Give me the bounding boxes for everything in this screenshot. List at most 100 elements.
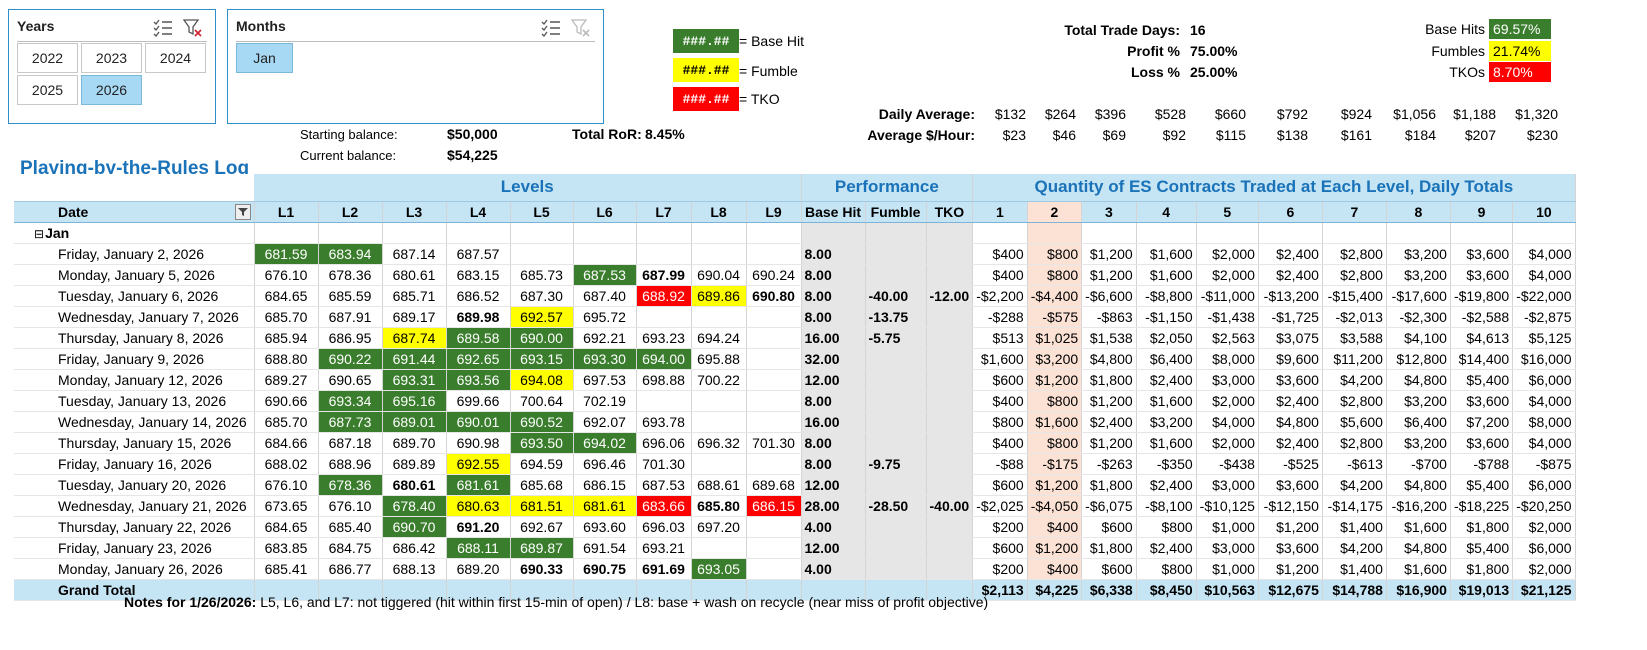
- fumble-cell[interactable]: -5.75: [865, 327, 927, 349]
- date-cell[interactable]: Friday, January 2, 2026: [14, 243, 255, 265]
- quantity-cell-8[interactable]: $12,800: [1386, 348, 1451, 370]
- quantity-cell-9[interactable]: -$2,588: [1450, 306, 1514, 328]
- tko-cell[interactable]: -40.00: [926, 495, 974, 517]
- quantity-cell-6[interactable]: -$12,150: [1258, 495, 1323, 517]
- quantity-cell-8[interactable]: $1,600: [1386, 516, 1451, 538]
- quantity-cell-5[interactable]: -$10,125: [1196, 495, 1259, 517]
- tko-cell[interactable]: [926, 369, 974, 391]
- date-cell[interactable]: Monday, January 26, 2026: [14, 558, 255, 580]
- level-cell-l8[interactable]: [691, 306, 747, 328]
- year-button-2025[interactable]: 2025: [17, 75, 78, 105]
- fumble-cell[interactable]: [865, 369, 927, 391]
- level-cell-l4[interactable]: 691.20: [446, 516, 511, 538]
- level-cell-l8[interactable]: 690.04: [691, 264, 747, 286]
- level-cell-l4[interactable]: 690.98: [446, 432, 511, 454]
- fumble-cell[interactable]: [865, 558, 927, 580]
- tko-cell[interactable]: [926, 453, 974, 475]
- quantity-cell-9[interactable]: $4,613: [1450, 327, 1514, 349]
- level-cell-l7[interactable]: 693.23: [636, 327, 692, 349]
- level-cell-l7[interactable]: 694.00: [636, 348, 692, 370]
- level-cell-l9[interactable]: [746, 537, 802, 559]
- quantity-cell-3[interactable]: $1,200: [1081, 390, 1137, 412]
- level-cell-l9[interactable]: 690.80: [746, 285, 802, 307]
- level-cell-l4[interactable]: 680.63: [446, 495, 511, 517]
- fumble-cell[interactable]: [865, 264, 927, 286]
- quantity-cell-7[interactable]: $5,600: [1322, 411, 1387, 433]
- quantity-cell-8[interactable]: -$17,600: [1386, 285, 1451, 307]
- quantity-cell-7[interactable]: $2,800: [1322, 264, 1387, 286]
- quantity-cell-6[interactable]: $2,400: [1258, 432, 1323, 454]
- quantity-cell-1[interactable]: $400: [972, 432, 1028, 454]
- quantity-cell-5[interactable]: $3,000: [1196, 537, 1259, 559]
- level-cell-l4[interactable]: 683.15: [446, 264, 511, 286]
- level-cell-l3[interactable]: 689.89: [382, 453, 447, 475]
- quantity-cell-6[interactable]: $3,600: [1258, 537, 1323, 559]
- quantity-cell-10[interactable]: $2,000: [1512, 516, 1576, 538]
- fumble-cell[interactable]: -13.75: [865, 306, 927, 328]
- quantity-cell-6[interactable]: $3,075: [1258, 327, 1323, 349]
- grand-total-cell-4[interactable]: $8,450: [1136, 578, 1197, 601]
- date-cell[interactable]: Tuesday, January 13, 2026: [14, 390, 255, 412]
- level-cell-l1[interactable]: 684.65: [254, 516, 319, 538]
- date-cell[interactable]: Thursday, January 15, 2026: [14, 432, 255, 454]
- quantity-cell-3[interactable]: $1,800: [1081, 369, 1137, 391]
- quantity-cell-5[interactable]: $8,000: [1196, 348, 1259, 370]
- quantity-cell-3[interactable]: $600: [1081, 516, 1137, 538]
- base-hit-cell[interactable]: 4.00: [801, 558, 866, 580]
- quantity-cell-5[interactable]: $1,000: [1196, 558, 1259, 580]
- quantity-cell-5[interactable]: -$438: [1196, 453, 1259, 475]
- level-cell-l7[interactable]: 693.21: [636, 537, 692, 559]
- grand-total-cell-7[interactable]: $14,788: [1322, 578, 1387, 601]
- level-cell-l3[interactable]: 680.61: [382, 474, 447, 496]
- level-cell-l9[interactable]: 686.15: [746, 495, 802, 517]
- level-cell-l6[interactable]: 696.46: [573, 453, 637, 475]
- level-cell-l2[interactable]: 690.22: [318, 348, 383, 370]
- quantity-cell-10[interactable]: $5,125: [1512, 327, 1576, 349]
- quantity-cell-2[interactable]: $800: [1027, 264, 1083, 286]
- quantity-cell-10[interactable]: $6,000: [1512, 369, 1576, 391]
- quantity-cell-8[interactable]: $6,400: [1386, 411, 1451, 433]
- level-cell-l1[interactable]: 685.70: [254, 411, 319, 433]
- base-hit-cell[interactable]: 8.00: [801, 432, 866, 454]
- level-cell-l3[interactable]: 689.01: [382, 411, 447, 433]
- quantity-cell-10[interactable]: $4,000: [1512, 432, 1576, 454]
- quantity-cell-2[interactable]: -$175: [1027, 453, 1083, 475]
- quantity-cell-4[interactable]: $3,200: [1136, 411, 1197, 433]
- level-cell-l1[interactable]: 688.02: [254, 453, 319, 475]
- quantity-cell-6[interactable]: -$525: [1258, 453, 1323, 475]
- level-cell-l9[interactable]: 701.30: [746, 432, 802, 454]
- multi-select-icon[interactable]: [539, 16, 563, 40]
- level-cell-l8[interactable]: 700.22: [691, 369, 747, 391]
- level-cell-l7[interactable]: 691.69: [636, 558, 692, 580]
- quantity-cell-7[interactable]: $4,200: [1322, 474, 1387, 496]
- quantity-cell-1[interactable]: -$88: [972, 453, 1028, 475]
- level-cell-l4[interactable]: 693.56: [446, 369, 511, 391]
- clear-filter-icon[interactable]: [569, 16, 593, 40]
- level-cell-l9[interactable]: [746, 369, 802, 391]
- fumble-cell[interactable]: [865, 390, 927, 412]
- level-cell-l1[interactable]: 689.27: [254, 369, 319, 391]
- level-cell-l7[interactable]: 693.78: [636, 411, 692, 433]
- quantity-cell-8[interactable]: $4,100: [1386, 327, 1451, 349]
- date-cell[interactable]: Thursday, January 8, 2026: [14, 327, 255, 349]
- quantity-cell-3[interactable]: $1,538: [1081, 327, 1137, 349]
- fumble-cell[interactable]: [865, 474, 927, 496]
- tko-cell[interactable]: [926, 516, 974, 538]
- quantity-cell-4[interactable]: $1,600: [1136, 390, 1197, 412]
- level-cell-l2[interactable]: 686.95: [318, 327, 383, 349]
- tko-cell[interactable]: [926, 306, 974, 328]
- quantity-cell-9[interactable]: $5,400: [1450, 474, 1514, 496]
- quantity-cell-1[interactable]: $600: [972, 537, 1028, 559]
- level-cell-l4[interactable]: 692.55: [446, 453, 511, 475]
- level-cell-l8[interactable]: 688.61: [691, 474, 747, 496]
- level-cell-l7[interactable]: 701.30: [636, 453, 692, 475]
- date-cell[interactable]: Friday, January 23, 2026: [14, 537, 255, 559]
- base-hit-cell[interactable]: 8.00: [801, 243, 866, 265]
- level-cell-l4[interactable]: 688.11: [446, 537, 511, 559]
- year-button-2023[interactable]: 2023: [81, 43, 142, 73]
- base-hit-cell[interactable]: 12.00: [801, 369, 866, 391]
- level-cell-l6[interactable]: 690.75: [573, 558, 637, 580]
- level-cell-l9[interactable]: 690.24: [746, 264, 802, 286]
- quantity-cell-3[interactable]: $1,200: [1081, 264, 1137, 286]
- quantity-cell-6[interactable]: $2,400: [1258, 264, 1323, 286]
